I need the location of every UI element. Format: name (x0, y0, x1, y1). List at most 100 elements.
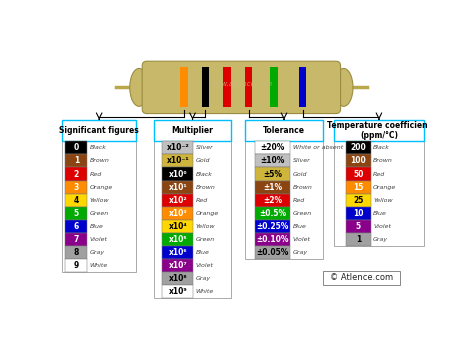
Text: ±0.10%: ±0.10% (256, 235, 289, 244)
Bar (65, 259, 87, 272)
Bar (299, 67, 306, 108)
Text: Red: Red (90, 172, 102, 177)
Text: Gray: Gray (292, 250, 308, 255)
Text: Black: Black (90, 145, 106, 150)
Text: Brown: Brown (292, 185, 312, 190)
Bar (154, 141, 231, 298)
Bar (255, 180, 290, 194)
FancyBboxPatch shape (63, 120, 136, 141)
Text: x10⁻¹: x10⁻¹ (166, 156, 189, 166)
Text: 100: 100 (351, 156, 366, 166)
Text: Orange: Orange (196, 211, 219, 216)
Bar (346, 194, 371, 207)
Text: Yellow: Yellow (90, 198, 109, 203)
Bar (346, 141, 371, 155)
FancyBboxPatch shape (334, 120, 423, 141)
Text: Brown: Brown (196, 185, 216, 190)
Bar (255, 155, 290, 167)
Text: 4: 4 (73, 196, 79, 205)
Text: x10²: x10² (168, 196, 187, 205)
Text: Gray: Gray (196, 276, 211, 281)
Text: Multiplier: Multiplier (172, 126, 213, 135)
Bar (162, 259, 193, 272)
Text: ±0.25%: ±0.25% (256, 222, 289, 231)
Bar (162, 155, 193, 167)
Bar (162, 207, 193, 220)
Text: Violet: Violet (196, 263, 214, 268)
Text: Blue: Blue (292, 224, 306, 229)
Text: Blue: Blue (196, 250, 210, 255)
Text: ±2%: ±2% (263, 196, 282, 205)
Text: Red: Red (373, 172, 385, 177)
Bar (162, 167, 193, 180)
Text: Violet: Violet (373, 224, 391, 229)
Text: Brown: Brown (90, 158, 109, 163)
Text: 5: 5 (74, 209, 79, 218)
Text: Green: Green (292, 211, 312, 216)
Text: 25: 25 (353, 196, 364, 205)
Text: ±20%: ±20% (260, 143, 284, 152)
Bar (162, 272, 193, 285)
Text: White or absent: White or absent (292, 145, 343, 150)
Text: 0: 0 (73, 143, 79, 152)
Bar (65, 246, 87, 259)
Text: Orange: Orange (373, 185, 396, 190)
Text: x10⁴: x10⁴ (168, 222, 187, 231)
Text: Gold: Gold (292, 172, 307, 177)
Text: 7: 7 (73, 235, 79, 244)
Text: x10⁷: x10⁷ (168, 261, 187, 270)
Bar (162, 246, 193, 259)
Bar (255, 194, 290, 207)
Text: x10⁹: x10⁹ (168, 287, 187, 296)
Bar (162, 285, 193, 298)
Text: x10³: x10³ (168, 209, 187, 218)
Text: Silver: Silver (292, 158, 310, 163)
Text: White: White (196, 289, 214, 294)
Bar (65, 233, 87, 246)
Bar (270, 67, 278, 108)
Text: 9: 9 (73, 261, 79, 270)
Bar (346, 155, 371, 167)
Text: 6: 6 (73, 222, 79, 231)
Bar (65, 180, 87, 194)
Text: ±0.5%: ±0.5% (259, 209, 286, 218)
Bar (223, 67, 231, 108)
Bar (346, 207, 371, 220)
Bar (255, 233, 290, 246)
Text: x10⁰: x10⁰ (169, 169, 187, 178)
Bar (346, 180, 371, 194)
Bar (346, 167, 371, 180)
Text: 1: 1 (356, 235, 361, 244)
Bar (180, 67, 188, 108)
Text: © Atlence.com: © Atlence.com (330, 273, 393, 282)
Bar (162, 233, 193, 246)
Bar (65, 194, 87, 207)
Bar (63, 141, 136, 272)
Text: 200: 200 (351, 143, 366, 152)
Bar (162, 194, 193, 207)
Text: 15: 15 (353, 183, 364, 192)
Ellipse shape (334, 68, 353, 106)
Text: Gray: Gray (90, 250, 105, 255)
Text: 5: 5 (356, 222, 361, 231)
Text: x10¹: x10¹ (168, 183, 187, 192)
Text: x10⁸: x10⁸ (169, 274, 187, 283)
Bar (65, 141, 87, 155)
Text: Blue: Blue (373, 211, 387, 216)
Text: Brown: Brown (373, 158, 393, 163)
Text: x10⁻²: x10⁻² (166, 143, 189, 152)
Text: Yellow: Yellow (373, 198, 393, 203)
Bar (245, 67, 253, 108)
Text: x10⁵: x10⁵ (168, 235, 187, 244)
Text: Gray: Gray (373, 237, 388, 242)
Text: Red: Red (196, 198, 208, 203)
Text: ±1%: ±1% (263, 183, 282, 192)
Bar (255, 207, 290, 220)
Bar (162, 180, 193, 194)
Text: ±10%: ±10% (260, 156, 284, 166)
Text: 8: 8 (73, 248, 79, 257)
Bar (334, 141, 423, 246)
FancyBboxPatch shape (245, 120, 323, 141)
Text: Yellow: Yellow (196, 224, 215, 229)
Bar (162, 141, 193, 155)
